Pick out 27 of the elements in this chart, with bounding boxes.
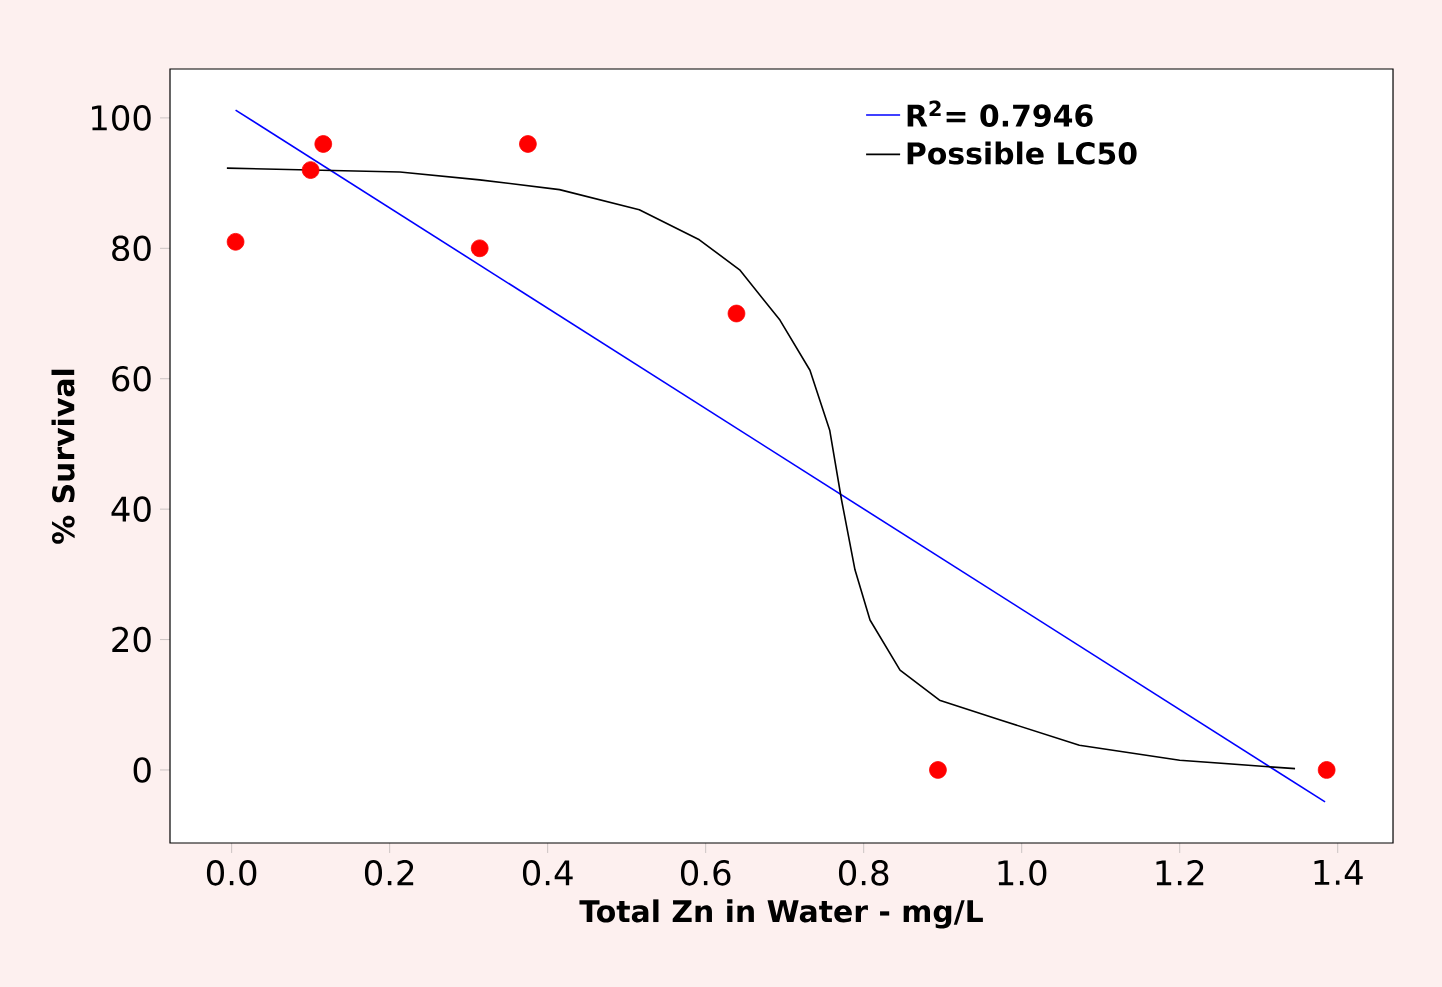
point	[1317, 761, 1336, 779]
point	[301, 161, 320, 179]
x-tick-label: 0.0	[206, 860, 257, 886]
y-tick-label: 20	[112, 626, 151, 653]
y-tick-label: 100	[92, 105, 151, 131]
y-tick-label: 80	[112, 235, 151, 262]
point	[314, 135, 333, 153]
x-tick-label: 0.2	[364, 860, 414, 886]
point	[727, 304, 746, 323]
x-axis-title: Total Zn in Water - mg/L	[579, 899, 983, 929]
y-axis-title: % Survival	[51, 369, 75, 544]
x-tick-label: 0.4	[522, 860, 573, 886]
x-tick-label: 1.2	[1156, 860, 1204, 886]
point	[929, 761, 947, 779]
point	[226, 232, 245, 251]
y-tick-label: 0	[133, 757, 151, 783]
legend-label: R$^{2}$= 0.7946	[907, 100, 1093, 127]
legend-label: Possible LC50	[907, 141, 1137, 165]
y-tick-label: 40	[111, 496, 151, 522]
y-tick-label: 60	[112, 365, 151, 392]
line-series	[226, 167, 1296, 770]
x-tick-label: 1.4	[1314, 860, 1363, 885]
x-tick-label: 0.6	[680, 860, 731, 886]
point	[470, 239, 489, 258]
x-tick-label: 0.8	[838, 860, 889, 886]
point	[519, 135, 537, 153]
x-tick-label: 1.0	[998, 860, 1047, 886]
